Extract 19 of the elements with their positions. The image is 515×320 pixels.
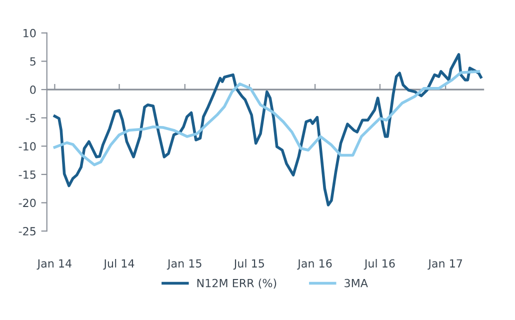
y-tick-label: 10 bbox=[24, 28, 36, 38]
x-tick-label: Jan 15 bbox=[166, 259, 202, 270]
y-tick-label: -10 bbox=[18, 142, 36, 151]
y-tick-label: -25 bbox=[18, 227, 36, 236]
line-series bbox=[53, 70, 480, 166]
y-tick-label: 5 bbox=[30, 57, 36, 66]
y-tick-label: -15 bbox=[18, 170, 36, 179]
x-tick-label: Jul 15 bbox=[233, 259, 264, 270]
y-tick-label: -5 bbox=[26, 114, 36, 122]
x-tick-label: Jan 16 bbox=[297, 259, 332, 270]
legend-label: 3MA bbox=[344, 278, 368, 288]
y-tick-label: -20 bbox=[18, 198, 36, 208]
y-tick-label: 0 bbox=[30, 86, 36, 94]
legend-label: N12M ERR (%) bbox=[197, 278, 276, 289]
x-tick-label: Jan 14 bbox=[36, 259, 72, 270]
x-tick-label: Jan 17 bbox=[428, 259, 462, 270]
x-tick-label: Jul 14 bbox=[103, 259, 134, 270]
line-series bbox=[53, 53, 482, 206]
x-tick-label: Jul 16 bbox=[364, 259, 395, 270]
